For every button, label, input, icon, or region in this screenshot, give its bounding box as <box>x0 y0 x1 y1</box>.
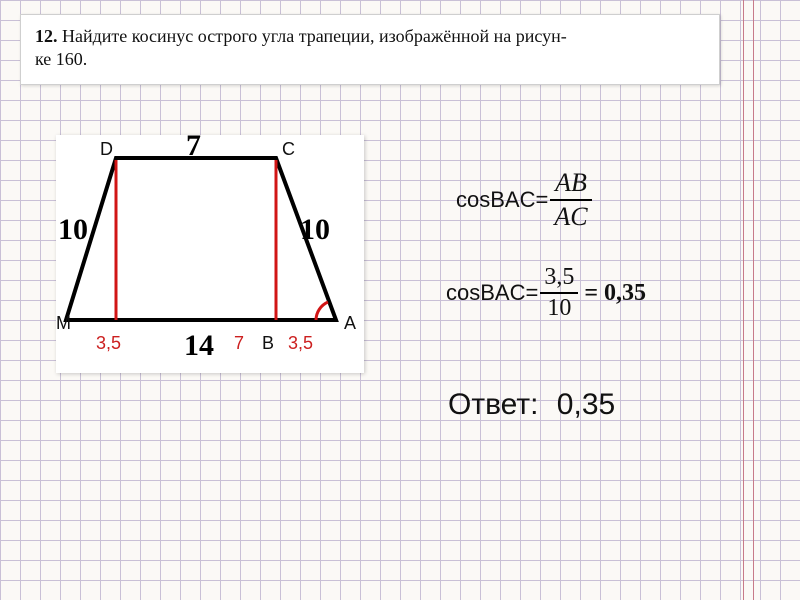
eq1-fraction: AB AC <box>550 168 591 232</box>
side-top: 7 <box>186 129 201 163</box>
eq1-den: AC <box>550 202 591 232</box>
equation-2: cosBAC= 3,5 10 = 0,35 <box>446 264 646 322</box>
notebook-margin-line-1 <box>743 0 744 600</box>
vertex-M: M <box>56 313 71 334</box>
side-right: 10 <box>300 213 330 247</box>
base-seg-left: 3,5 <box>96 333 121 354</box>
eq2-num: 3,5 <box>540 264 578 291</box>
point-B: B <box>262 333 274 354</box>
eq2-fraction: 3,5 10 <box>540 264 578 322</box>
angle-arc-A <box>316 302 328 320</box>
side-left: 10 <box>58 213 88 247</box>
eq1-lhs: cosBAC= <box>456 187 548 213</box>
base-seg-right: 3,5 <box>288 333 313 354</box>
vertex-A: A <box>344 313 356 334</box>
side-bottom: 14 <box>184 329 214 363</box>
eq2-lhs: cosBAC= <box>446 280 538 306</box>
problem-line1: Найдите косинус острого угла трапеции, и… <box>62 26 567 46</box>
eq2-den: 10 <box>540 295 578 322</box>
trapezoid-shape <box>66 158 336 320</box>
problem-number: 12. <box>35 26 58 46</box>
answer-label: Ответ: <box>448 388 538 421</box>
eq1-num: AB <box>550 168 591 198</box>
base-seg-mid: 7 <box>234 333 244 354</box>
eq2-bar <box>540 292 578 294</box>
problem-line2: ке 160. <box>35 49 87 69</box>
problem-statement-box: 12. Найдите косинус острого угла трапеци… <box>20 14 720 85</box>
vertex-C: C <box>282 139 295 160</box>
figure-box: D C A M 7 10 10 14 3,5 7 B 3,5 <box>56 135 364 373</box>
eq2-result: = 0,35 <box>584 280 646 307</box>
answer-line: Ответ: 0,35 <box>448 388 615 422</box>
notebook-margin-line-2 <box>753 0 754 600</box>
eq1-bar <box>550 199 591 201</box>
problem-text: 12. Найдите косинус острого угла трапеци… <box>35 25 705 70</box>
vertex-D: D <box>100 139 113 160</box>
answer-value: 0,35 <box>557 388 615 421</box>
equation-1: cosBAC= AB AC <box>456 168 592 232</box>
